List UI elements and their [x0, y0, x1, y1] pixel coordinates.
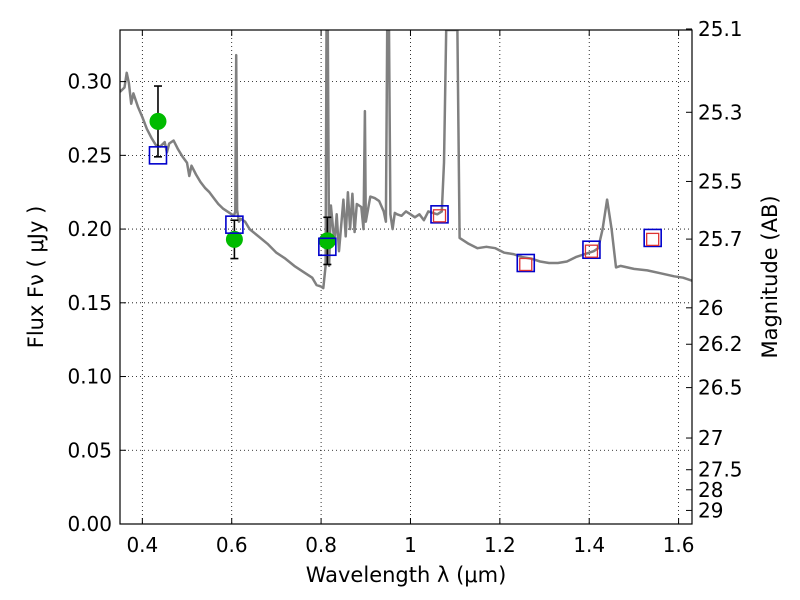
y2-tick-label: 26.5 [698, 376, 743, 400]
model-band-square [225, 215, 244, 234]
y-tick-label: 0.15 [67, 291, 112, 315]
y2-tick-label: 25.5 [698, 169, 743, 193]
y2-tick-label: 26.2 [698, 332, 743, 356]
y2-tick-label: 25.3 [698, 100, 743, 124]
y-tick-label: 0.20 [67, 217, 112, 241]
x-tick-label: 1.2 [484, 533, 516, 557]
x-axis-title: Wavelength λ (μm) [306, 563, 507, 587]
y2-tick-label: 29 [698, 498, 723, 522]
photometry-upper-square [584, 244, 599, 258]
photometry-upper-square [646, 232, 660, 247]
axis-ticks: 0.4 0.6 0.8 1 1.2 1.4 1.6 0.00 0.05 0.10 0.15 0.20 0… [67, 17, 742, 557]
y2-axis-title: Magnitude (AB) [758, 195, 782, 358]
photometry-upper-square [432, 209, 447, 223]
observed-flux-point [225, 230, 243, 248]
y2-tick-label: 27 [698, 426, 723, 450]
plot-area [120, 30, 692, 290]
observed-flux-point [149, 112, 167, 130]
y-tick-label: 0.00 [67, 512, 112, 536]
x-tick-label: 0.4 [126, 533, 158, 557]
x-tick-label: 1.4 [573, 533, 605, 557]
model-band-square [318, 237, 337, 257]
grid-lines [120, 30, 692, 525]
y-tick-label: 0.10 [67, 365, 112, 389]
x-tick-label: 1.6 [663, 533, 695, 557]
plot-frame [119, 29, 693, 525]
y-tick-label: 0.30 [67, 70, 112, 94]
y-tick-label: 0.05 [67, 438, 112, 462]
y2-tick-label: 28 [698, 478, 723, 502]
model-band-square [643, 228, 662, 248]
y2-tick-label: 25.1 [698, 17, 743, 41]
y2-tick-label: 27.5 [698, 458, 743, 482]
y2-tick-label: 25.7 [698, 227, 743, 251]
photometry-upper-square [519, 257, 533, 272]
x-tick-label: 0.8 [305, 533, 337, 557]
y-tick-label: 0.25 [67, 143, 112, 167]
y2-tick-label: 26 [698, 296, 723, 320]
model-spectrum-line [120, 30, 692, 290]
model-band-square [582, 240, 601, 260]
y-axis-title: Flux Fν ( μJy ) [24, 206, 48, 349]
model-band-square [148, 146, 168, 165]
model-band-square [516, 253, 536, 273]
model-band-square [430, 205, 449, 224]
observed-flux-point [318, 232, 336, 250]
x-tick-label: 0.6 [216, 533, 248, 557]
x-tick-label: 1 [404, 533, 417, 557]
